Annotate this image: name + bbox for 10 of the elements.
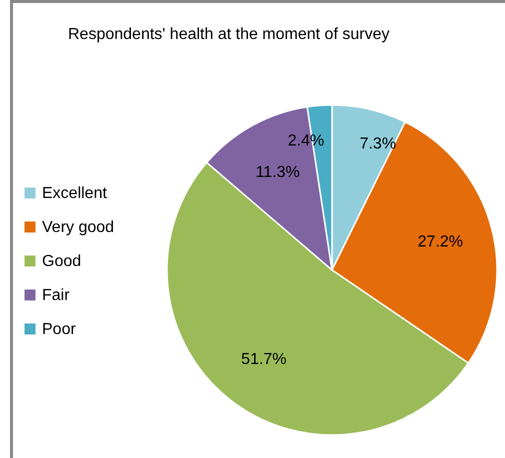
chart-title: Respondents' health at the moment of survey — [68, 26, 390, 43]
data-label: 27.2% — [418, 234, 464, 251]
data-label: 51.7% — [241, 350, 287, 368]
legend-label: Very good — [42, 219, 114, 236]
legend-label: Excellent — [42, 185, 108, 202]
legend-label: Poor — [42, 321, 76, 338]
legend-label: Fair — [42, 287, 70, 304]
legend-label: Good — [42, 253, 82, 270]
data-label: 7.3% — [360, 135, 396, 152]
data-label: 11.3% — [256, 164, 300, 182]
